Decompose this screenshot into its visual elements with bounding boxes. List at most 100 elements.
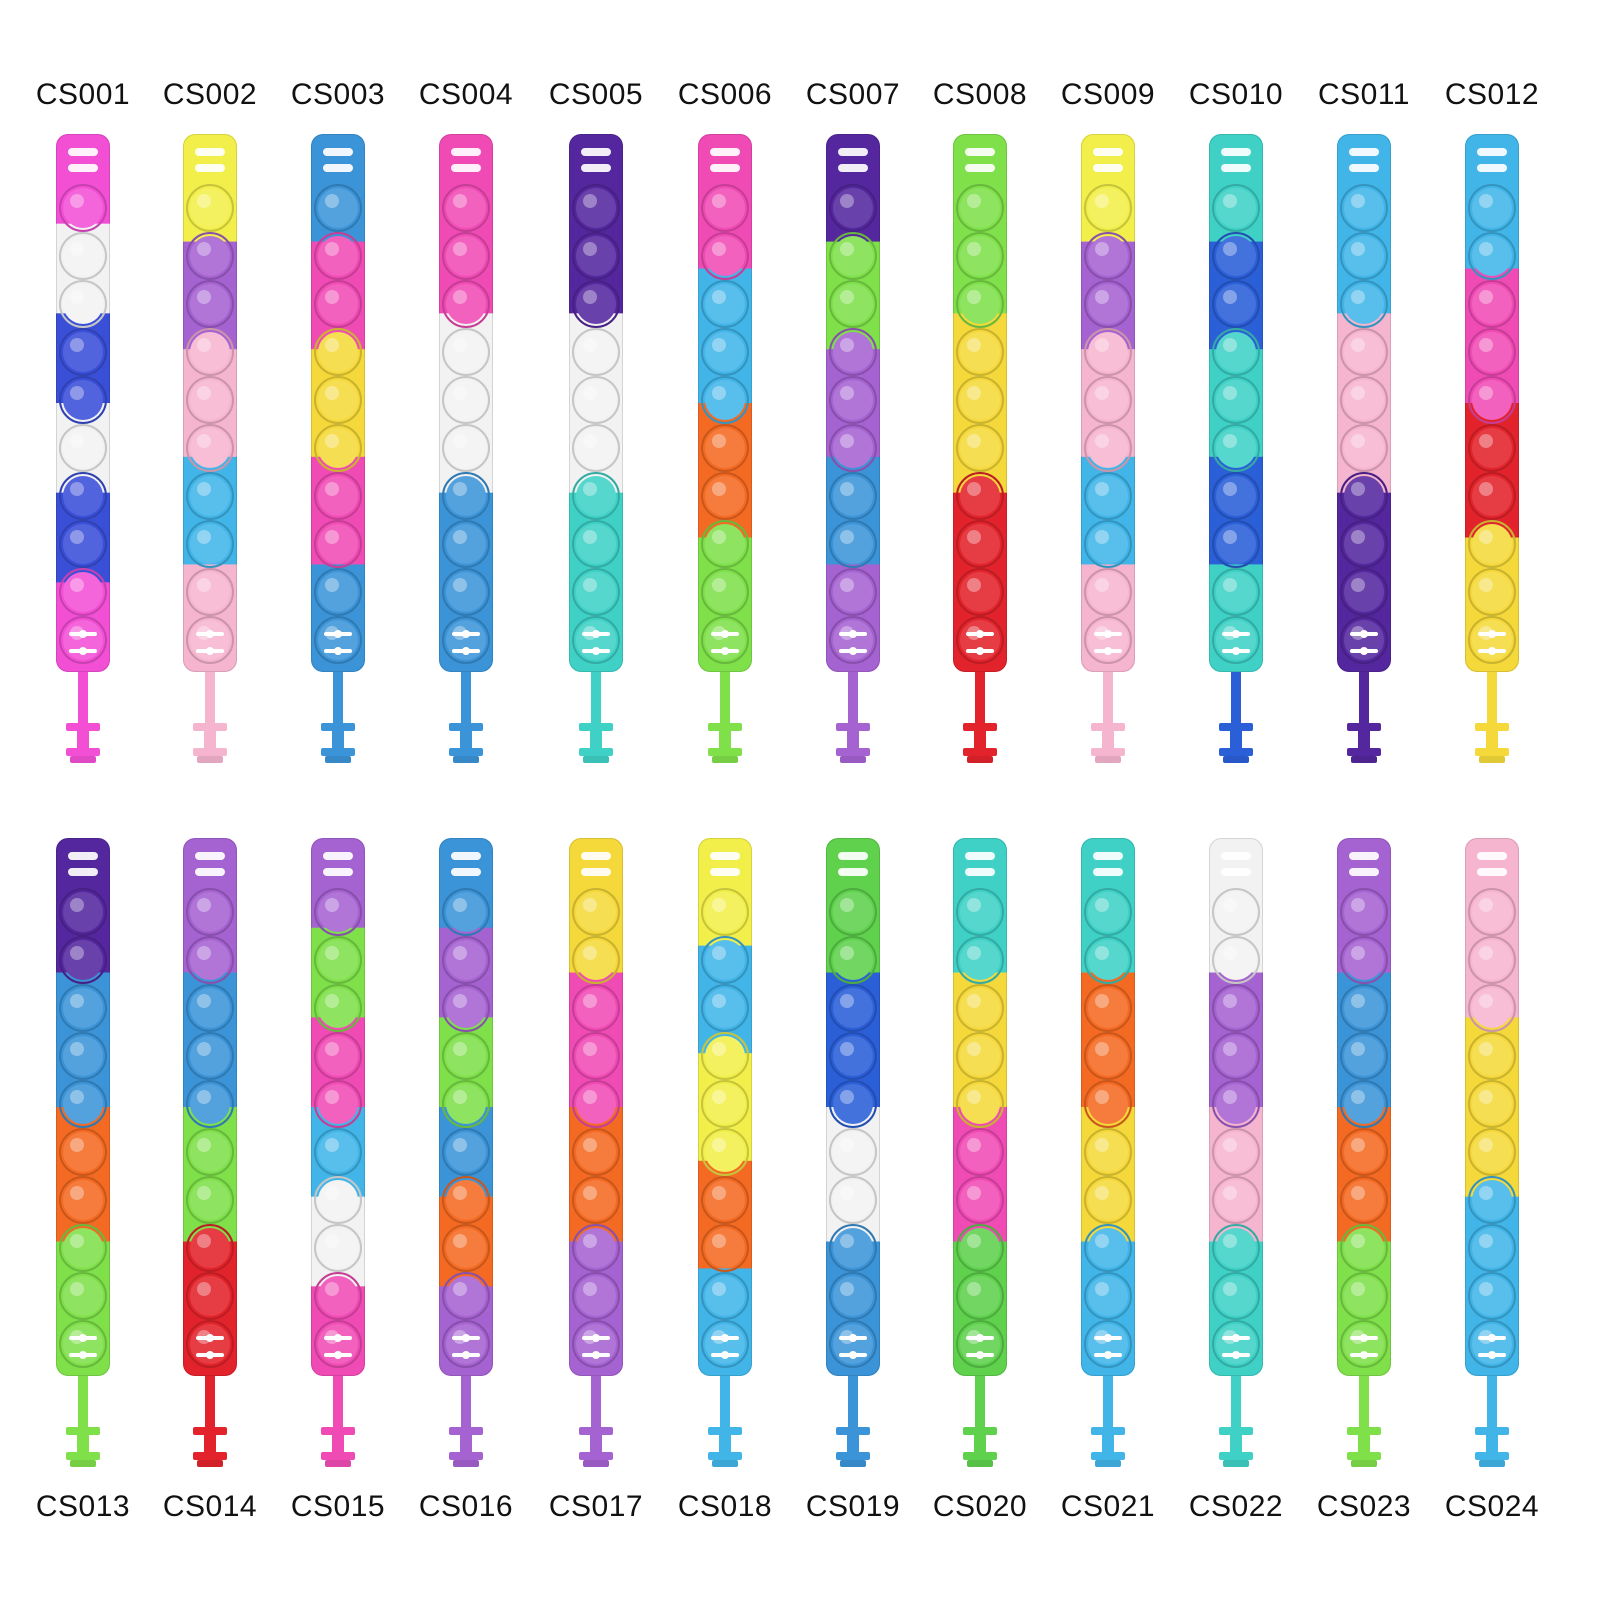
pop-bubble <box>63 1180 103 1220</box>
bracelet-image <box>698 838 752 1467</box>
pop-bubble <box>63 476 103 516</box>
pop-bubble <box>1344 188 1384 228</box>
pop-bubble <box>63 284 103 324</box>
pop-bubble <box>1344 1228 1384 1268</box>
product-code-label: CS024 <box>1444 1490 1540 1523</box>
bracelet-tail <box>1091 666 1125 763</box>
product-code-label: CS015 <box>290 1490 386 1523</box>
pop-bubble <box>190 1132 230 1172</box>
pop-bubble <box>1088 284 1128 324</box>
strap-slot <box>1093 868 1123 876</box>
pop-bubble <box>446 476 486 516</box>
strap-slot <box>451 868 481 876</box>
pop-bubble <box>576 476 616 516</box>
strap-slot <box>1477 868 1507 876</box>
bracelet-item <box>1301 838 1427 1468</box>
pop-bubble <box>190 940 230 980</box>
pop-bubble <box>1216 1276 1256 1316</box>
pop-bubble <box>705 380 745 420</box>
pop-bubble <box>1344 940 1384 980</box>
pop-bubble <box>1088 892 1128 932</box>
pop-bubble <box>318 1228 358 1268</box>
bracelet-item <box>1429 838 1555 1468</box>
pop-bubble <box>63 940 103 980</box>
bracelet-item <box>533 838 659 1468</box>
bracelet-image <box>311 838 365 1467</box>
bracelet-image <box>569 838 623 1467</box>
pop-bubble <box>576 1036 616 1076</box>
pop-bubble <box>1472 988 1512 1028</box>
pop-bubble <box>446 1036 486 1076</box>
pop-bubble <box>960 1228 1000 1268</box>
pop-bubble <box>1216 332 1256 372</box>
pop-bubble <box>1088 524 1128 564</box>
bracelet-item <box>147 838 273 1468</box>
pop-bubble <box>1344 236 1384 276</box>
pop-bubble <box>576 1132 616 1172</box>
bracelet-item <box>662 134 788 764</box>
pop-bubble <box>833 940 873 980</box>
pop-bubble <box>1088 1132 1128 1172</box>
pop-bubble <box>1472 236 1512 276</box>
bracelet-item <box>275 838 401 1468</box>
pop-bubble <box>576 572 616 612</box>
pop-bubble <box>576 1228 616 1268</box>
pop-bubble <box>63 1132 103 1172</box>
strap-slot <box>195 164 225 172</box>
bracelet-tail <box>1475 1370 1509 1467</box>
pop-bubble <box>960 284 1000 324</box>
pop-bubble <box>1344 1180 1384 1220</box>
pop-bubble <box>833 1180 873 1220</box>
product-code-label: CS004 <box>418 78 514 111</box>
bracelet-image <box>698 134 752 763</box>
pop-bubble <box>1216 940 1256 980</box>
pop-bubble <box>833 284 873 324</box>
pop-bubble <box>318 1084 358 1124</box>
strap-slot <box>1477 852 1507 860</box>
pop-bubble <box>833 332 873 372</box>
strap-slot <box>1349 868 1379 876</box>
pop-bubble <box>1344 476 1384 516</box>
pop-bubble <box>446 988 486 1028</box>
pop-bubble <box>705 284 745 324</box>
product-code-label: CS017 <box>548 1490 644 1523</box>
strap-slot <box>710 852 740 860</box>
pop-bubble <box>1472 428 1512 468</box>
bracelet-strap <box>1465 134 1519 672</box>
pop-bubble <box>1344 572 1384 612</box>
pop-bubble <box>190 988 230 1028</box>
pop-bubble <box>318 524 358 564</box>
pop-bubble <box>1216 1180 1256 1220</box>
pop-bubble <box>705 332 745 372</box>
product-code-label: CS021 <box>1060 1490 1156 1523</box>
product-code-label: CS008 <box>932 78 1028 111</box>
bracelet-strap <box>183 134 237 672</box>
pop-bubble <box>1472 332 1512 372</box>
strap-slot <box>1349 164 1379 172</box>
pop-bubble <box>833 1036 873 1076</box>
pop-bubble <box>446 1132 486 1172</box>
pop-bubble <box>1216 1084 1256 1124</box>
product-code-label: CS019 <box>805 1490 901 1523</box>
product-code-label: CS018 <box>677 1490 773 1523</box>
pop-bubble <box>960 1084 1000 1124</box>
pop-bubble <box>63 1036 103 1076</box>
pop-bubble <box>446 380 486 420</box>
pop-bubble <box>960 940 1000 980</box>
bracelet-tail <box>836 666 870 763</box>
bracelet-image <box>1337 134 1391 763</box>
strap-slot <box>195 148 225 156</box>
pop-bubble <box>1088 428 1128 468</box>
pop-bubble <box>1216 236 1256 276</box>
pop-bubble <box>1088 236 1128 276</box>
pop-bubble <box>190 332 230 372</box>
pop-bubble <box>576 940 616 980</box>
pop-bubble <box>576 988 616 1028</box>
pop-bubble <box>833 1276 873 1316</box>
product-code-label: CS011 <box>1317 78 1410 111</box>
pop-bubble <box>318 332 358 372</box>
bracelet-tail <box>193 666 227 763</box>
pop-bubble <box>576 380 616 420</box>
product-code-label: CS020 <box>932 1490 1028 1523</box>
bracelet-image <box>183 838 237 1467</box>
